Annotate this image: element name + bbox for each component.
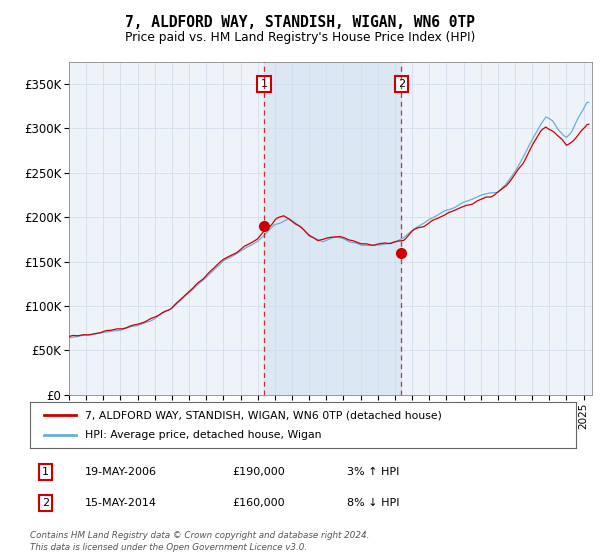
Text: Price paid vs. HM Land Registry's House Price Index (HPI): Price paid vs. HM Land Registry's House … (125, 31, 475, 44)
Bar (264, 62, 401, 395)
Text: Contains HM Land Registry data © Crown copyright and database right 2024.
This d: Contains HM Land Registry data © Crown c… (30, 531, 370, 552)
Text: 1: 1 (260, 79, 268, 89)
Text: 7, ALDFORD WAY, STANDISH, WIGAN, WN6 0TP: 7, ALDFORD WAY, STANDISH, WIGAN, WN6 0TP (125, 15, 475, 30)
Text: 2: 2 (398, 79, 405, 89)
Text: 1: 1 (42, 466, 49, 477)
Text: HPI: Average price, detached house, Wigan: HPI: Average price, detached house, Wiga… (85, 430, 321, 440)
Text: 7, ALDFORD WAY, STANDISH, WIGAN, WN6 0TP (detached house): 7, ALDFORD WAY, STANDISH, WIGAN, WN6 0TP… (85, 410, 442, 421)
Text: 15-MAY-2014: 15-MAY-2014 (85, 498, 157, 508)
Text: 19-MAY-2006: 19-MAY-2006 (85, 466, 157, 477)
Text: £160,000: £160,000 (232, 498, 284, 508)
Text: 3% ↑ HPI: 3% ↑ HPI (347, 466, 399, 477)
Text: 2: 2 (42, 498, 49, 508)
Text: £190,000: £190,000 (232, 466, 285, 477)
Text: 8% ↓ HPI: 8% ↓ HPI (347, 498, 399, 508)
